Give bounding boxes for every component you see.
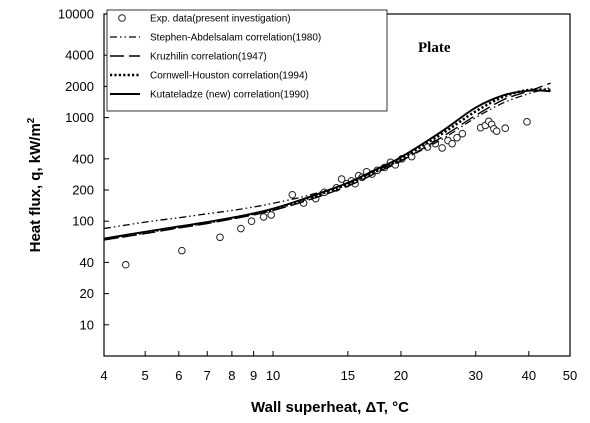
legend-label: Exp. data(present investigation) [150, 14, 291, 25]
legend-label: Kruzhilin correlation(1947) [150, 52, 267, 63]
y-axis-ticks: 10 20 40 100 200 400 1000 2000 4000 10000 [58, 7, 109, 332]
exp-data-point [448, 139, 456, 148]
plate-annotation: Plate [418, 40, 451, 56]
exp-data-point [458, 129, 467, 138]
y-axis-title: Heat flux, q, kW/m2 [26, 117, 44, 252]
x-tick-label: 10 [266, 368, 280, 383]
legend-label: Cornwell-Houston correlation(1994) [150, 71, 308, 82]
x-tick-label: 4 [100, 368, 107, 383]
legend-marker [118, 14, 126, 22]
legend-box [106, 9, 388, 112]
x-tick-label: 6 [175, 368, 182, 383]
series-line-solid [103, 89, 551, 240]
x-tick-label: 30 [469, 368, 483, 383]
series-line-dash-dot-dot [103, 86, 551, 230]
exp-data-point [288, 190, 297, 199]
y-tick-label: 10 [80, 317, 94, 332]
y-tick-label: 4000 [65, 48, 94, 63]
exp-data-point [178, 246, 186, 255]
x-tick-label: 20 [394, 368, 408, 383]
exp-data-point [121, 260, 130, 269]
legend-label: Kutateladze (new) correlation(1990) [150, 90, 309, 101]
exp-data-point [247, 217, 256, 226]
exp-data-point [267, 211, 276, 219]
exp-data-point [501, 124, 510, 133]
exp-data-point [237, 224, 245, 233]
y-tick-label: 20 [80, 286, 94, 301]
exp-data-point [492, 127, 501, 135]
exp-data-point [438, 144, 446, 152]
y-tick-label: 40 [80, 255, 94, 270]
series-line-long-dash [103, 82, 551, 241]
legend: Exp. data(present investigation) Stephen-… [106, 9, 388, 112]
y-tick-label: 1000 [65, 110, 94, 125]
exp-data-point [216, 233, 224, 242]
exp-data-point [453, 133, 461, 142]
y-tick-label: 200 [72, 183, 94, 198]
x-tick-label: 15 [341, 368, 355, 383]
x-axis-title: Wall superheat, ΔT, °C [251, 399, 409, 416]
x-tick-label: 50 [563, 368, 577, 383]
x-tick-label: 8 [228, 368, 235, 383]
series-line-dotted [103, 88, 551, 241]
y-tick-label: 100 [72, 214, 94, 229]
y-tick-label: 10000 [58, 7, 94, 22]
x-axis-ticks: 4 5 6 7 8 9 10 15 20 30 40 50 [100, 351, 577, 383]
series-layer [103, 82, 551, 269]
exp-data-point [259, 213, 268, 221]
legend-label: Stephen-Abdelsalam correlation(1980) [150, 33, 321, 44]
exp-data-point [523, 118, 531, 126]
x-tick-label: 9 [250, 368, 257, 383]
x-tick-label: 7 [204, 368, 211, 383]
x-tick-label: 5 [142, 368, 149, 383]
exp-data-point [337, 175, 346, 183]
y-tick-label: 400 [72, 151, 94, 166]
legend-entries: Exp. data(present investigation) Stephen-… [110, 14, 321, 101]
x-tick-label: 40 [522, 368, 536, 383]
y-tick-label: 2000 [65, 79, 94, 94]
